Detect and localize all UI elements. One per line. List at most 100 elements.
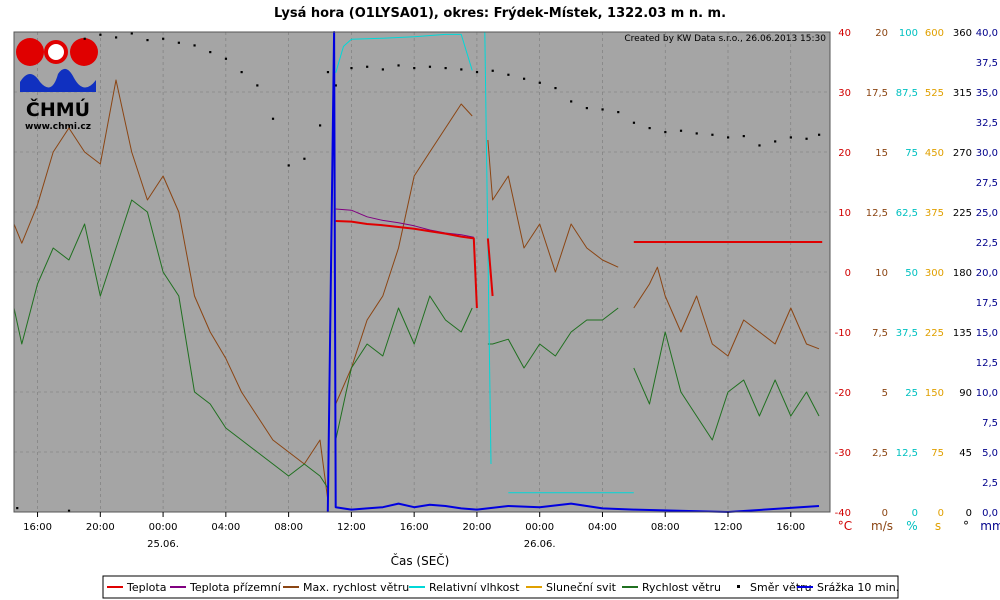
y-tick-label: 20,0 [976, 268, 998, 279]
legend-entry: Směr větru [750, 581, 812, 594]
y-axis-unit: ° [963, 519, 969, 533]
plot-border [13, 31, 831, 513]
y-axes: 403020100-10-20-30-40°C2017,51512,5107,5… [835, 28, 1000, 533]
y-tick-label: 135 [953, 328, 972, 339]
wind-direction-point [538, 81, 541, 84]
logo-circle-left [16, 38, 44, 66]
y-axis-unit: s [935, 519, 941, 533]
wind-direction-point [523, 77, 526, 80]
y-tick-label: 5 [882, 388, 888, 399]
series-line [13, 79, 329, 501]
y-tick-label: 450 [925, 148, 944, 159]
wind-direction-point [193, 44, 196, 47]
y-tick-label: 7,5 [982, 418, 998, 429]
wind-direction-point [287, 164, 290, 167]
legend-entry: Max. rychlost větru [303, 581, 409, 594]
wind-direction-point [507, 73, 510, 76]
wind-direction-point [742, 135, 745, 138]
wind-direction-point [326, 71, 330, 74]
legend: Teplota Teplota přízemní Max. rychlost vět… [102, 575, 899, 599]
wind-direction-point [428, 65, 432, 68]
y-tick-label: 17,5 [866, 88, 888, 99]
series-line [335, 208, 474, 238]
y-tick-label: 30,0 [976, 148, 998, 159]
credit-text: Created by KW Data s.r.o., 26.06.2013 15… [624, 34, 826, 44]
wind-direction-point [99, 33, 102, 36]
y-tick-label: 270 [953, 148, 972, 159]
y-tick-label: -20 [835, 388, 851, 399]
wind-direction-point [130, 32, 133, 35]
y-tick-label: 15,0 [976, 328, 998, 339]
y-tick-label: 525 [925, 88, 944, 99]
series-line [335, 220, 478, 309]
y-tick-label: -10 [835, 328, 851, 339]
y-tick-label: 0 [912, 508, 918, 519]
wind-direction-point [758, 144, 761, 147]
wind-direction-point [319, 124, 322, 127]
wind-direction-point [711, 133, 714, 136]
y-tick-label: 360 [953, 28, 972, 39]
y-tick-label: 62,5 [896, 208, 918, 219]
y-tick-label: 100 [899, 28, 918, 39]
wind-direction-point [664, 131, 667, 134]
wind-direction-point [67, 509, 71, 512]
logo-text: ČHMÚ [26, 97, 90, 121]
x-tick-label: 16:00 [23, 522, 52, 533]
y-tick-label: 30 [838, 88, 851, 99]
wind-direction-point [632, 121, 636, 124]
logo-wave [20, 68, 96, 92]
series-line [633, 266, 820, 357]
wind-direction-point [16, 507, 19, 510]
wind-direction-point [570, 100, 573, 103]
y-tick-label: 10,0 [976, 388, 998, 399]
y-tick-label: 87,5 [896, 88, 918, 99]
y-tick-label: 12,5 [976, 358, 998, 369]
legend-entry: Sluneční svit [546, 581, 617, 594]
y-tick-label: 40,0 [976, 28, 998, 39]
y-tick-label: 0 [966, 508, 972, 519]
wind-direction-point [381, 68, 384, 71]
wind-direction-point [162, 37, 165, 40]
y-tick-label: 35,0 [976, 88, 998, 99]
wind-direction-point [475, 71, 479, 74]
y-tick-label: 17,5 [976, 298, 998, 309]
legend-entry: Teplota přízemní [189, 581, 282, 594]
wind-direction-point [789, 136, 792, 139]
wind-direction-point [303, 157, 306, 160]
wind-direction-point [209, 51, 212, 54]
wind-direction-point [805, 137, 808, 140]
y-tick-label: 90 [959, 388, 972, 399]
series-line [335, 33, 473, 73]
series-layer [13, 31, 830, 513]
wind-direction-point [601, 108, 604, 111]
x-date-label: 25.06. [147, 539, 179, 550]
y-tick-label: 0 [882, 508, 888, 519]
wind-direction-point [648, 127, 651, 130]
y-axis-unit: °C [838, 519, 852, 533]
wind-direction-point [460, 68, 463, 71]
y-tick-label: 300 [925, 268, 944, 279]
wind-direction-point [366, 65, 369, 68]
x-axis: 16:00 20:00 00:00 04:00 08:00 12:00 16:00 20:00… [23, 512, 805, 550]
wind-direction-point [818, 133, 821, 136]
x-tick-label: 12:00 [714, 522, 743, 533]
legend-entry: Relativní vlhkost [429, 581, 520, 594]
y-tick-label: 0,0 [982, 508, 998, 519]
logo-url: www.chmi.cz [25, 122, 91, 132]
series-line [335, 295, 473, 441]
y-tick-label: 7,5 [872, 328, 888, 339]
wind-direction-point [413, 67, 416, 70]
y-axis-unit: mm [980, 519, 1000, 533]
x-tick-label: 00:00 [149, 522, 178, 533]
wind-direction-point [271, 117, 275, 120]
legend-entry: Srážka 10 min. [817, 581, 899, 594]
wind-direction-point [397, 64, 400, 67]
y-tick-label: -40 [835, 508, 851, 519]
x-tick-label: 16:00 [776, 522, 805, 533]
wind-direction-point [585, 107, 588, 110]
y-tick-label: 40 [838, 28, 851, 39]
y-tick-label: 22,5 [976, 238, 998, 249]
y-tick-label: 600 [925, 28, 944, 39]
series-line [326, 31, 820, 513]
